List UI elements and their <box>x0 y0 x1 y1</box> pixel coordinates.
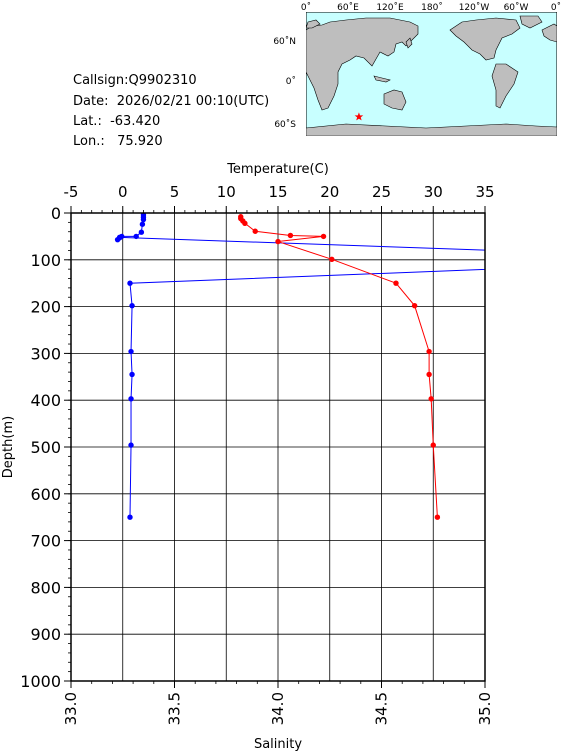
map-lat-label: 0˚ <box>286 76 296 87</box>
salinity-point <box>287 232 294 239</box>
salinity-tick-label: 34.0 <box>269 692 287 725</box>
salinity-axis-label: Salinity <box>254 737 302 751</box>
depth-tick-label: 800 <box>30 578 61 597</box>
salinity-point <box>426 348 432 355</box>
chart-series <box>114 213 485 520</box>
depth-tick-label: 400 <box>30 391 61 410</box>
temperature-tick-label: 15 <box>268 183 287 201</box>
lon-text: Lon.: 75.920 <box>73 134 163 149</box>
salinity-point <box>252 228 258 234</box>
map-lon-labels: 0˚ 60˚E 120˚E 180˚ 120˚W 60˚W 0˚ <box>301 2 561 13</box>
map-lon-label: 120˚E <box>376 2 404 13</box>
depth-tick-label: 500 <box>30 438 61 457</box>
temperature-series <box>114 213 485 520</box>
salinity-point <box>428 396 434 402</box>
depth-tick-label: 1000 <box>20 672 61 691</box>
salinity-line <box>240 216 438 518</box>
temperature-point <box>129 302 135 309</box>
salinity-tick-label: 35.0 <box>476 692 494 725</box>
salinity-point <box>411 302 418 309</box>
salinity-point <box>320 233 327 240</box>
temperature-axis-label: Temperature(C) <box>226 162 329 177</box>
salinity-point <box>434 514 441 520</box>
temperature-point <box>127 514 133 520</box>
temperature-point <box>133 233 139 240</box>
temperature-point <box>129 371 135 378</box>
salinity-point <box>275 238 281 245</box>
temperature-point <box>139 221 146 227</box>
temperature-point <box>140 216 147 223</box>
map-lat-label: 60˚S <box>274 119 296 130</box>
depth-tick-label: 0 <box>51 204 61 223</box>
salinity-point <box>430 442 436 448</box>
depth-axis-label: Depth(m) <box>1 416 16 478</box>
callsign-text: Callsign:Q9902310 <box>73 73 197 88</box>
temperature-point <box>128 396 134 402</box>
salinity-series <box>238 214 441 520</box>
temperature-point <box>127 280 133 286</box>
depth-tick-label: 300 <box>30 344 61 363</box>
temperature-point <box>138 229 145 235</box>
map-lon-label: 0˚ <box>551 2 561 13</box>
map-lat-labels: 60˚N 0˚ 60˚S <box>273 36 296 130</box>
salinity-tick-label: 33.5 <box>166 692 184 725</box>
map-lon-label: 0˚ <box>301 2 311 13</box>
salinity-tick-label: 33.0 <box>62 692 80 725</box>
temperature-tick-label: 10 <box>217 183 236 201</box>
plot-frame <box>70 212 486 682</box>
salinity-tick-label: 34.5 <box>373 692 391 725</box>
temperature-tick-label: 25 <box>372 183 391 201</box>
location-map <box>306 12 557 136</box>
temperature-tick-label: 30 <box>424 183 443 201</box>
lat-text: Lat.: -63.420 <box>73 114 161 129</box>
temperature-tick-label: 0 <box>118 183 128 201</box>
map-lon-label: 180˚ <box>421 2 443 13</box>
map-lon-label: 120˚W <box>459 2 490 13</box>
map-lon-label: 60˚W <box>504 2 529 13</box>
map-lat-label: 60˚N <box>273 36 296 47</box>
temperature-point <box>128 348 134 355</box>
salinity-point <box>329 256 335 263</box>
depth-tick-label: 600 <box>30 485 61 504</box>
temperature-line <box>117 214 485 518</box>
temperature-tick-label: 35 <box>475 183 494 201</box>
salinity-point <box>426 371 432 378</box>
salinity-point <box>393 280 399 286</box>
temperature-point <box>116 234 123 241</box>
depth-tick-label: 900 <box>30 625 61 644</box>
date-text: Date: 2026/02/21 00:10(UTC) <box>73 94 270 109</box>
depth-tick-label: 700 <box>30 532 61 551</box>
temperature-point <box>128 442 134 448</box>
temperature-tick-label: -5 <box>64 183 79 201</box>
salinity-point <box>242 220 248 226</box>
map-land <box>306 15 557 136</box>
temperature-tick-label: 5 <box>170 183 180 201</box>
depth-tick-label: 100 <box>30 251 61 270</box>
map-lon-label: 60˚E <box>337 2 359 13</box>
depth-tick-label: 200 <box>30 298 61 317</box>
station-marker <box>354 112 364 121</box>
temperature-tick-label: 20 <box>320 183 339 201</box>
